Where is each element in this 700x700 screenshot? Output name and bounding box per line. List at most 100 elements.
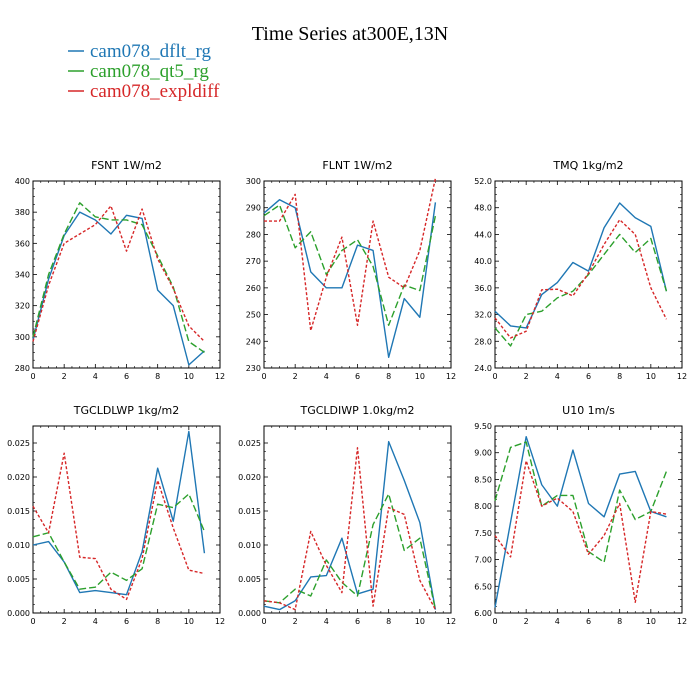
y-tick-label: 0.010 bbox=[7, 541, 30, 550]
chart-panel: FSNT 1W/m2 0 2 4 6 8 10 12 280 300 320 340 360 380 400 bbox=[15, 159, 225, 381]
series-line-cam078_expldiff bbox=[494, 219, 668, 339]
x-tick-label: 10 bbox=[184, 372, 194, 381]
series-line-cam078_qt5_rg bbox=[263, 204, 437, 326]
y-tick-label: 230 bbox=[246, 364, 261, 373]
x-tick-label: 4 bbox=[93, 372, 98, 381]
y-tick-label: 8.00 bbox=[474, 502, 492, 511]
x-tick-label: 2 bbox=[62, 372, 67, 381]
x-tick-label: 4 bbox=[324, 372, 329, 381]
x-tick-label: 10 bbox=[415, 372, 425, 381]
x-tick-label: 12 bbox=[677, 617, 687, 626]
y-tick-label: 0.005 bbox=[7, 575, 30, 584]
x-tick-label: 0 bbox=[261, 372, 266, 381]
legend-label: cam078_dflt_rg bbox=[90, 41, 212, 62]
y-tick-label: 9.50 bbox=[474, 422, 492, 431]
x-tick-label: 0 bbox=[30, 372, 35, 381]
x-tick-label: 8 bbox=[386, 372, 391, 381]
y-tick-label: 0.010 bbox=[238, 541, 261, 550]
chart-panel: FLNT 1W/m2 0 2 4 6 8 10 12 230 240 250 260 270 280 290… bbox=[246, 159, 456, 381]
chart-panel: TMQ 1kg/m2 0 2 4 6 8 10 12 24.0 28.0 32.0 36.0 40.0 4… bbox=[474, 159, 687, 381]
x-tick-label: 10 bbox=[184, 617, 194, 626]
x-tick-label: 0 bbox=[30, 617, 35, 626]
plot-frame bbox=[32, 180, 221, 369]
series-line-cam078_expldiff bbox=[263, 447, 437, 611]
x-tick-label: 2 bbox=[293, 372, 298, 381]
series-line-cam078_expldiff bbox=[32, 452, 205, 601]
series-line-cam078_qt5_rg bbox=[263, 493, 437, 610]
y-tick-label: 6.50 bbox=[474, 582, 492, 591]
x-tick-label: 2 bbox=[524, 372, 529, 381]
y-tick-label: 250 bbox=[246, 311, 261, 320]
x-tick-label: 6 bbox=[124, 617, 129, 626]
chart-panel: TGCLDLWP 1kg/m2 0 2 4 6 8 10 12 0.000 0.005 0.010 0… bbox=[7, 404, 225, 626]
x-tick-label: 12 bbox=[446, 372, 456, 381]
x-tick-label: 8 bbox=[617, 617, 622, 626]
panel-title: FLNT 1W/m2 bbox=[322, 159, 392, 172]
x-tick-label: 10 bbox=[415, 617, 425, 626]
x-tick-label: 6 bbox=[586, 372, 591, 381]
x-tick-label: 4 bbox=[324, 617, 329, 626]
panel-title: TGCLDIWP 1.0kg/m2 bbox=[299, 404, 414, 417]
x-tick-label: 4 bbox=[555, 372, 560, 381]
y-tick-label: 44.0 bbox=[474, 230, 492, 239]
y-tick-label: 48.0 bbox=[474, 204, 492, 213]
series-line-cam078_expldiff bbox=[494, 460, 667, 604]
y-tick-label: 0.015 bbox=[7, 507, 30, 516]
y-tick-label: 6.00 bbox=[474, 609, 492, 618]
series-line-cam078_qt5_rg bbox=[494, 441, 668, 563]
x-tick-label: 8 bbox=[155, 617, 160, 626]
y-tick-label: 0.025 bbox=[7, 439, 30, 448]
x-tick-label: 8 bbox=[386, 617, 391, 626]
y-tick-label: 400 bbox=[15, 177, 30, 186]
y-tick-label: 24.0 bbox=[474, 364, 492, 373]
x-tick-label: 0 bbox=[492, 372, 497, 381]
x-tick-label: 4 bbox=[555, 617, 560, 626]
y-tick-label: 0.000 bbox=[7, 609, 30, 618]
y-tick-label: 240 bbox=[246, 337, 261, 346]
x-tick-label: 8 bbox=[155, 372, 160, 381]
legend-entry: cam078_expldiff bbox=[68, 81, 220, 102]
panel-title: U10 1m/s bbox=[562, 404, 615, 417]
y-tick-label: 380 bbox=[15, 208, 30, 217]
y-tick-label: 0.025 bbox=[238, 439, 261, 448]
x-tick-label: 0 bbox=[492, 617, 497, 626]
y-tick-label: 7.00 bbox=[474, 556, 492, 565]
chart-panel: TGCLDIWP 1.0kg/m2 0 2 4 6 8 10 12 0.000 0.005 0.01… bbox=[238, 404, 456, 626]
x-tick-label: 10 bbox=[646, 617, 656, 626]
panel-title: FSNT 1W/m2 bbox=[91, 159, 162, 172]
y-tick-label: 36.0 bbox=[474, 284, 492, 293]
x-tick-label: 12 bbox=[677, 372, 687, 381]
y-tick-label: 32.0 bbox=[474, 311, 492, 320]
series-line-cam078_dflt_rg bbox=[263, 198, 437, 359]
y-tick-label: 0.000 bbox=[238, 609, 261, 618]
y-tick-label: 300 bbox=[15, 333, 30, 342]
y-tick-label: 0.020 bbox=[238, 473, 261, 482]
x-tick-label: 12 bbox=[215, 617, 225, 626]
y-tick-label: 28.0 bbox=[474, 337, 492, 346]
y-tick-label: 340 bbox=[15, 271, 30, 280]
y-tick-label: 0.015 bbox=[238, 507, 261, 516]
series-line-cam078_dflt_rg bbox=[32, 211, 205, 366]
y-tick-label: 280 bbox=[246, 230, 261, 239]
y-tick-label: 7.50 bbox=[474, 529, 492, 538]
x-tick-label: 10 bbox=[646, 372, 656, 381]
x-tick-label: 6 bbox=[124, 372, 129, 381]
x-tick-label: 6 bbox=[355, 617, 360, 626]
y-tick-label: 360 bbox=[15, 239, 30, 248]
y-tick-label: 280 bbox=[15, 364, 30, 373]
series-line-cam078_dflt_rg bbox=[263, 440, 437, 611]
legend-label: cam078_qt5_rg bbox=[90, 61, 209, 82]
series-line-cam078_qt5_rg bbox=[32, 493, 206, 590]
y-tick-label: 0.005 bbox=[238, 575, 261, 584]
y-tick-label: 270 bbox=[246, 257, 261, 266]
x-tick-label: 6 bbox=[355, 372, 360, 381]
y-tick-label: 260 bbox=[246, 284, 261, 293]
x-tick-label: 12 bbox=[446, 617, 456, 626]
y-tick-label: 52.0 bbox=[474, 177, 492, 186]
x-tick-label: 6 bbox=[586, 617, 591, 626]
y-tick-label: 320 bbox=[15, 302, 30, 311]
x-tick-label: 4 bbox=[93, 617, 98, 626]
y-tick-label: 8.50 bbox=[474, 475, 492, 484]
y-tick-label: 300 bbox=[246, 177, 261, 186]
